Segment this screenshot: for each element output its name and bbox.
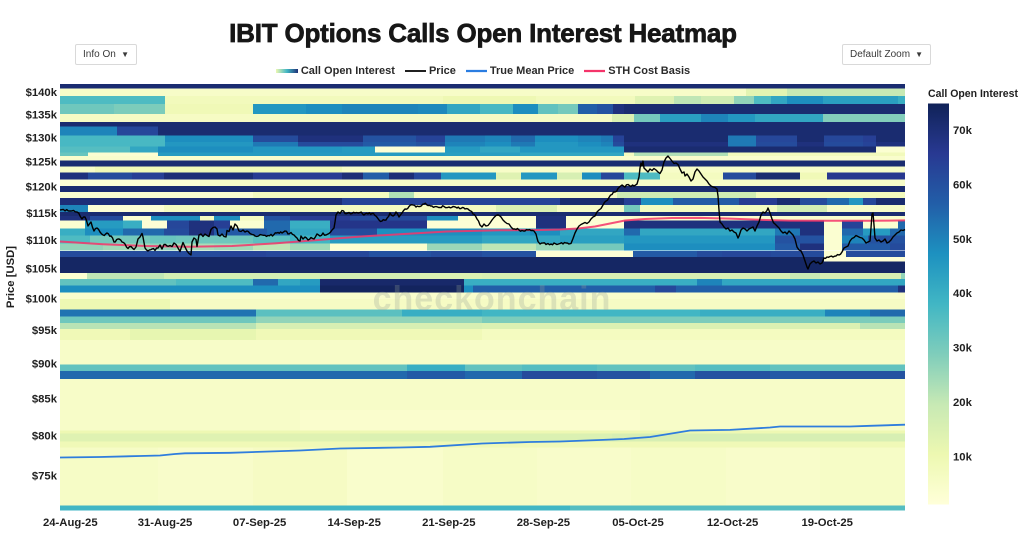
svg-text:28-Sep-25: 28-Sep-25: [517, 517, 570, 529]
svg-text:$90k: $90k: [32, 358, 58, 370]
svg-text:$75k: $75k: [32, 470, 58, 482]
svg-text:31-Aug-25: 31-Aug-25: [138, 517, 193, 529]
svg-text:$95k: $95k: [32, 325, 58, 337]
svg-text:30k: 30k: [953, 343, 973, 355]
svg-text:Call Open Interest: Call Open Interest: [928, 88, 1018, 100]
svg-text:$80k: $80k: [32, 431, 58, 443]
svg-text:$85k: $85k: [32, 393, 58, 405]
svg-text:$115k: $115k: [26, 208, 58, 220]
svg-text:$100k: $100k: [26, 294, 58, 306]
svg-text:$105k: $105k: [26, 264, 58, 276]
svg-text:70k: 70k: [953, 125, 973, 137]
svg-text:$140k: $140k: [26, 87, 58, 99]
svg-text:10k: 10k: [953, 451, 973, 463]
svg-text:$110k: $110k: [26, 235, 58, 247]
svg-text:12-Oct-25: 12-Oct-25: [707, 517, 759, 529]
svg-text:$135k: $135k: [26, 109, 58, 121]
svg-text:14-Sep-25: 14-Sep-25: [328, 517, 381, 529]
svg-text:07-Sep-25: 07-Sep-25: [233, 517, 286, 529]
svg-text:21-Sep-25: 21-Sep-25: [422, 517, 475, 529]
svg-text:60k: 60k: [953, 179, 973, 191]
svg-text:50k: 50k: [953, 234, 973, 246]
svg-text:05-Oct-25: 05-Oct-25: [612, 517, 664, 529]
svg-text:$130k: $130k: [26, 133, 58, 145]
svg-text:19-Oct-25: 19-Oct-25: [801, 517, 853, 529]
svg-text:20k: 20k: [953, 397, 973, 409]
svg-text:Price [USD]: Price [USD]: [5, 246, 17, 308]
svg-text:$125k: $125k: [26, 157, 58, 169]
svg-text:24-Aug-25: 24-Aug-25: [43, 517, 98, 529]
svg-text:40k: 40k: [953, 288, 973, 300]
svg-text:$120k: $120k: [26, 182, 58, 194]
svg-text:checkonchain: checkonchain: [373, 280, 612, 318]
